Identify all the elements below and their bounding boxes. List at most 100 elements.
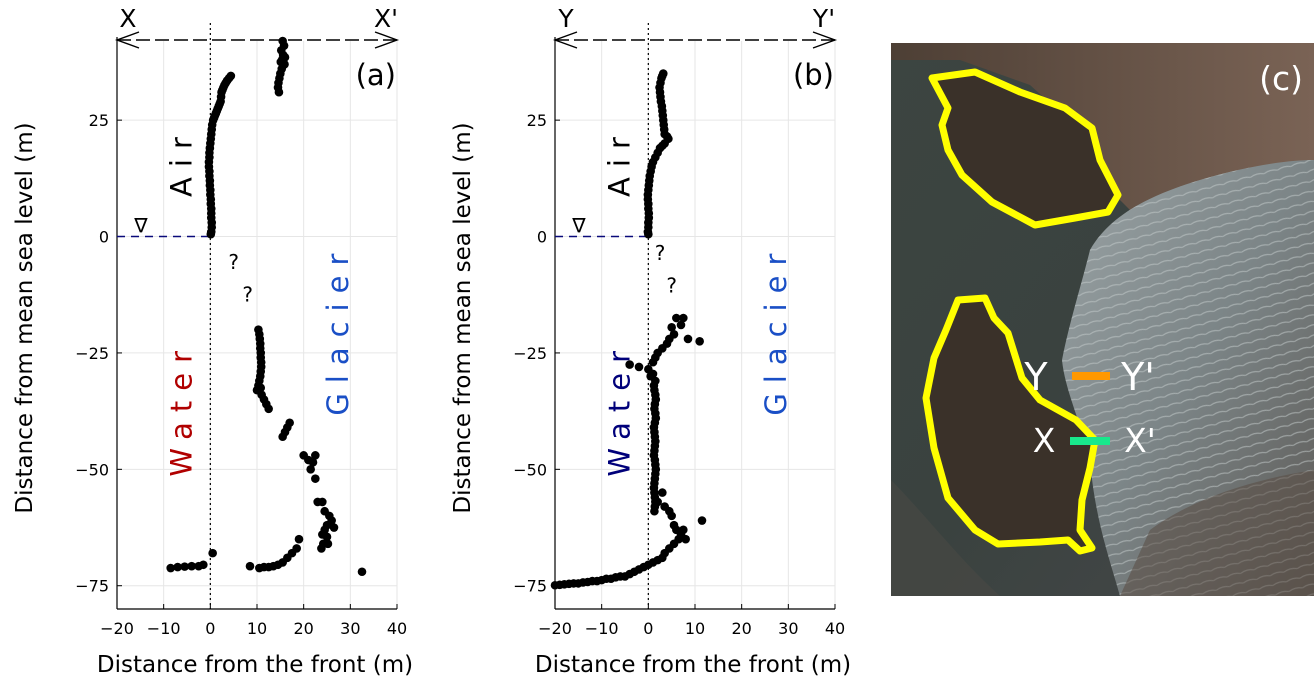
unknown-marker: ? <box>666 273 677 297</box>
panel-a-grid <box>116 41 398 609</box>
data-point <box>274 87 284 97</box>
y-tick-label: 25 <box>89 111 109 130</box>
upper-lake-outline <box>928 68 1122 229</box>
y-tick-label: 0 <box>99 228 109 247</box>
data-point <box>676 320 686 330</box>
panel-a-scatter: −20 −10 0 10 20 30 40 −75 −50 −25 0 25 ∇ Air Water Gla… <box>12 4 413 678</box>
x-tick-label: 40 <box>387 619 407 638</box>
panel-a-label: (a) <box>356 58 396 92</box>
panel-a-start-label: X <box>119 4 136 33</box>
x-tick-label: 0 <box>643 619 653 638</box>
panel-b-ylabel: Distance from mean sea level (m) <box>450 122 476 513</box>
data-point <box>311 451 320 460</box>
x-tick-label: 40 <box>825 619 845 638</box>
panel-a-ylabel: Distance from mean sea level (m) <box>12 122 38 513</box>
data-point <box>322 532 332 542</box>
panel-c-map: Y Y' X X' (c) <box>891 43 1314 596</box>
data-point <box>208 548 217 558</box>
data-point <box>357 567 367 577</box>
region-label-air: Air <box>603 127 637 197</box>
x-tick-label: 10 <box>685 619 705 638</box>
data-point <box>653 497 662 507</box>
x-tick-label: −20 <box>100 619 134 638</box>
data-point <box>311 474 320 483</box>
panel-b-label: (b) <box>793 58 834 92</box>
data-point <box>323 539 333 549</box>
x-tick-label: 20 <box>731 619 751 638</box>
unknown-marker: ? <box>228 250 239 274</box>
panel-b-grid <box>554 41 836 609</box>
x-tick-label: −20 <box>538 619 572 638</box>
y-tick-label: 25 <box>527 111 547 130</box>
data-point <box>194 561 203 571</box>
data-point <box>294 534 304 544</box>
data-point <box>672 313 681 323</box>
region-label-air: Air <box>165 127 199 197</box>
y-tick-label: −25 <box>513 344 547 363</box>
data-point <box>644 229 653 239</box>
panel-a-annotations: ∇ Air Water Glacier?? <box>114 23 400 609</box>
data-point <box>667 511 676 521</box>
data-point <box>306 465 315 474</box>
y-tick-label: −50 <box>75 460 109 479</box>
region-label-glacier: Glacier <box>321 244 355 416</box>
panel-b-xlabel: Distance from the front (m) <box>535 652 851 678</box>
map-mountain <box>891 43 1314 220</box>
x-tick-label: 20 <box>293 619 313 638</box>
y-tick-label: −75 <box>513 577 547 596</box>
data-point <box>173 562 182 572</box>
data-point <box>695 336 704 346</box>
panel-b-points <box>550 69 707 590</box>
panel-a-axes: −20 −10 0 10 20 30 40 −75 −50 −25 0 25 <box>75 37 407 638</box>
panel-b-end-label: Y' <box>812 4 835 33</box>
data-point <box>308 458 318 467</box>
region-label-glacier: Glacier <box>759 244 793 416</box>
y-tick-label: 0 <box>537 228 547 247</box>
profile-arrow-left-head <box>114 31 140 49</box>
lower-lake-outline <box>922 294 1099 555</box>
data-point <box>667 323 676 332</box>
data-point <box>278 432 287 442</box>
y-tick-label: −50 <box>513 460 547 479</box>
profile-arrow-right-head <box>374 31 400 49</box>
data-point <box>276 57 286 67</box>
data-point <box>683 334 693 344</box>
data-point <box>255 563 264 573</box>
sea-level-symbol: ∇ <box>133 214 148 238</box>
data-point <box>648 357 658 367</box>
data-point <box>180 562 189 571</box>
x-tick-label: 0 <box>205 619 215 638</box>
profile-arrow-left-head <box>552 31 578 49</box>
x-tick-label: 10 <box>247 619 267 638</box>
data-point <box>206 229 216 239</box>
data-point <box>318 497 327 507</box>
map-moraine <box>1120 470 1314 596</box>
map-y-label: Y <box>1023 355 1048 399</box>
data-point <box>650 506 659 516</box>
map-y-prime-label: Y' <box>1120 355 1155 399</box>
unknown-marker: ? <box>242 283 253 307</box>
data-point <box>187 561 196 571</box>
sea-level-symbol: ∇ <box>571 214 586 238</box>
x-tick-label: −10 <box>147 619 181 638</box>
panel-a-xlabel: Distance from the front (m) <box>97 652 413 678</box>
panel-b-axes: −20 −10 0 10 20 30 40 −75 −50 −25 0 25 <box>513 37 845 638</box>
panel-a-points <box>166 36 367 577</box>
map-x-prime-label: X' <box>1124 421 1156 460</box>
data-point <box>550 580 560 590</box>
data-point <box>634 362 644 372</box>
data-point <box>256 383 266 393</box>
data-point <box>697 516 707 525</box>
data-point <box>264 404 273 414</box>
data-point <box>658 488 667 497</box>
panel-b-start-label: Y <box>557 4 574 33</box>
data-point <box>625 360 634 369</box>
unknown-marker: ? <box>655 241 666 265</box>
data-point <box>245 561 255 571</box>
x-tick-label: 30 <box>340 619 360 638</box>
x-tick-label: 30 <box>778 619 798 638</box>
map-x-label: X <box>1033 421 1056 460</box>
